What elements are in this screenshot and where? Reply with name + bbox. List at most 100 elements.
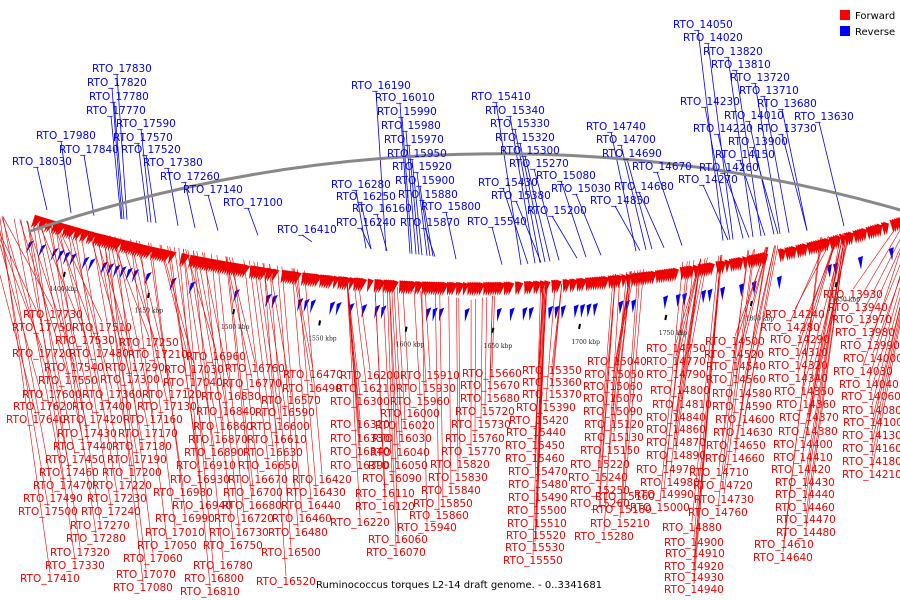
forward-gene-label[interactable]: RTO_16770 — [222, 378, 282, 390]
forward-gene-label[interactable]: RTO_14480 — [776, 527, 836, 539]
forward-gene-label[interactable]: RTO_17750 — [12, 322, 72, 334]
forward-gene-label[interactable]: RTO_16750 — [203, 540, 263, 552]
forward-gene-label[interactable]: RTO_16840 — [196, 406, 256, 418]
forward-gene-label[interactable]: RTO_14810 — [652, 399, 712, 411]
forward-gene-label[interactable]: RTO_14460 — [775, 502, 835, 514]
reverse-gene-label[interactable]: RTO_16240 — [336, 217, 396, 229]
reverse-gene-label[interactable]: RTO_14850 — [590, 195, 650, 207]
forward-gene-label[interactable]: RTO_14660 — [705, 453, 765, 465]
reverse-gene-label[interactable]: RTO_13720 — [730, 72, 790, 84]
forward-gene-label[interactable]: RTO_14310 — [768, 347, 828, 359]
forward-gene-label[interactable]: RTO_14870 — [646, 437, 706, 449]
forward-gene-label[interactable]: RTO_15530 — [505, 542, 565, 554]
forward-gene-label[interactable]: RTO_16020 — [375, 420, 435, 432]
forward-gene-label[interactable]: RTO_13980 — [835, 327, 895, 339]
reverse-gene-label[interactable]: RTO_13680 — [757, 98, 817, 110]
forward-gene-label[interactable]: RTO_15960 — [390, 396, 450, 408]
forward-gene-label[interactable]: RTO_15500 — [507, 505, 567, 517]
forward-gene-label[interactable]: RTO_17160 — [123, 414, 183, 426]
reverse-gene-label[interactable]: RTO_17840 — [59, 144, 119, 156]
forward-gene-label[interactable]: RTO_15720 — [455, 406, 515, 418]
forward-gene-label[interactable]: RTO_15360 — [522, 377, 582, 389]
forward-gene-label[interactable]: RTO_14940 — [664, 584, 724, 596]
forward-gene-label[interactable]: RTO_16700 — [223, 487, 283, 499]
forward-gene-label[interactable]: RTO_16210 — [336, 383, 396, 395]
forward-gene-label[interactable]: RTO_14160 — [842, 443, 900, 455]
forward-gene-label[interactable]: RTO_17060 — [123, 553, 183, 565]
forward-gene-label[interactable]: RTO_17450 — [45, 454, 105, 466]
forward-gene-label[interactable]: RTO_14210 — [842, 469, 900, 481]
forward-gene-label[interactable]: RTO_16800 — [184, 573, 244, 585]
forward-gene-label[interactable]: RTO_17730 — [23, 309, 83, 321]
reverse-gene-label[interactable]: RTO_17100 — [223, 197, 283, 209]
forward-gene-label[interactable]: RTO_17240 — [81, 506, 141, 518]
forward-gene-label[interactable]: RTO_16610 — [247, 434, 307, 446]
forward-gene-label[interactable]: RTO_14380 — [778, 426, 838, 438]
forward-gene-label[interactable]: RTO_17190 — [107, 454, 167, 466]
forward-gene-label[interactable]: RTO_17040 — [163, 377, 223, 389]
forward-gene-label[interactable]: RTO_16480 — [268, 527, 328, 539]
reverse-gene-label[interactable]: RTO_14270 — [678, 174, 738, 186]
forward-gene-label[interactable]: RTO_14100 — [843, 417, 900, 429]
forward-gene-label[interactable]: RTO_17120 — [142, 389, 202, 401]
forward-gene-label[interactable]: RTO_17530 — [55, 335, 115, 347]
forward-gene-label[interactable]: RTO_17470 — [33, 480, 93, 492]
forward-gene-label[interactable]: RTO_15550 — [503, 555, 563, 567]
forward-gene-label[interactable]: RTO_15160 — [595, 491, 655, 503]
forward-gene-label[interactable]: RTO_15660 — [462, 368, 522, 380]
reverse-gene-label[interactable]: RTO_14050 — [673, 19, 733, 31]
forward-gene-label[interactable]: RTO_16780 — [193, 560, 253, 572]
forward-gene-label[interactable]: RTO_17050 — [137, 540, 197, 552]
reverse-gene-label[interactable]: RTO_15950 — [387, 148, 447, 160]
forward-gene-label[interactable]: RTO_17320 — [50, 547, 110, 559]
reverse-gene-label[interactable]: RTO_17260 — [160, 171, 220, 183]
forward-gene-label[interactable]: RTO_15220 — [570, 459, 630, 471]
forward-gene-label[interactable]: RTO_17510 — [72, 322, 132, 334]
forward-gene-label[interactable]: RTO_17010 — [145, 527, 205, 539]
reverse-gene-label[interactable]: RTO_15990 — [377, 106, 437, 118]
forward-gene-label[interactable]: RTO_16980 — [153, 487, 213, 499]
forward-gene-label[interactable]: RTO_16810 — [180, 586, 240, 598]
forward-gene-label[interactable]: RTO_16760 — [225, 363, 285, 375]
forward-gene-label[interactable]: RTO_14930 — [664, 572, 724, 584]
forward-gene-label[interactable]: RTO_15860 — [409, 510, 469, 522]
reverse-gene-label[interactable]: RTO_14690 — [602, 148, 662, 160]
forward-gene-label[interactable]: RTO_14130 — [842, 430, 900, 442]
forward-gene-label[interactable]: RTO_16630 — [243, 447, 303, 459]
forward-gene-label[interactable]: RTO_14890 — [646, 450, 706, 462]
reverse-gene-label[interactable]: RTO_15880 — [398, 189, 458, 201]
forward-gene-label[interactable]: RTO_17180 — [112, 441, 172, 453]
forward-gene-label[interactable]: RTO_16890 — [184, 447, 244, 459]
forward-gene-label[interactable]: RTO_14410 — [773, 452, 833, 464]
forward-gene-label[interactable]: RTO_16220 — [330, 517, 390, 529]
forward-gene-label[interactable]: RTO_14840 — [646, 412, 706, 424]
forward-gene-label[interactable]: RTO_15670 — [460, 380, 520, 392]
forward-gene-label[interactable]: RTO_16520 — [256, 576, 316, 588]
forward-gene-label[interactable]: RTO_15260 — [570, 498, 630, 510]
reverse-gene-label[interactable]: RTO_14670 — [632, 161, 692, 173]
forward-gene-label[interactable]: RTO_16460 — [272, 513, 332, 525]
forward-gene-label[interactable]: RTO_16420 — [292, 474, 352, 486]
forward-gene-label[interactable]: RTO_13930 — [823, 289, 883, 301]
forward-gene-label[interactable]: RTO_17620 — [13, 401, 73, 413]
forward-gene-label[interactable]: RTO_16330 — [330, 433, 390, 445]
forward-gene-label[interactable]: RTO_16110 — [355, 488, 415, 500]
forward-gene-label[interactable]: RTO_14980 — [640, 477, 700, 489]
forward-gene-label[interactable]: RTO_15820 — [430, 459, 490, 471]
forward-gene-label[interactable]: RTO_16720 — [214, 513, 274, 525]
forward-gene-label[interactable]: RTO_16570 — [261, 395, 321, 407]
forward-gene-label[interactable]: RTO_16040 — [370, 447, 430, 459]
reverse-gene-label[interactable]: RTO_15300 — [500, 145, 560, 157]
forward-gene-label[interactable]: RTO_16680 — [222, 500, 282, 512]
forward-gene-label[interactable]: RTO_15830 — [428, 472, 488, 484]
forward-gene-label[interactable]: RTO_17250 — [119, 337, 179, 349]
forward-gene-label[interactable]: RTO_14920 — [664, 561, 724, 573]
forward-gene-label[interactable]: RTO_14400 — [773, 439, 833, 451]
forward-gene-label[interactable]: RTO_14040 — [839, 379, 899, 391]
forward-gene-label[interactable]: RTO_16830 — [201, 391, 261, 403]
forward-gene-label[interactable]: RTO_14610 — [754, 539, 814, 551]
forward-gene-label[interactable]: RTO_15520 — [506, 530, 566, 542]
forward-gene-label[interactable]: RTO_17420 — [63, 414, 123, 426]
reverse-gene-label[interactable]: RTO_15380 — [491, 190, 551, 202]
forward-gene-label[interactable]: RTO_14290 — [770, 334, 830, 346]
